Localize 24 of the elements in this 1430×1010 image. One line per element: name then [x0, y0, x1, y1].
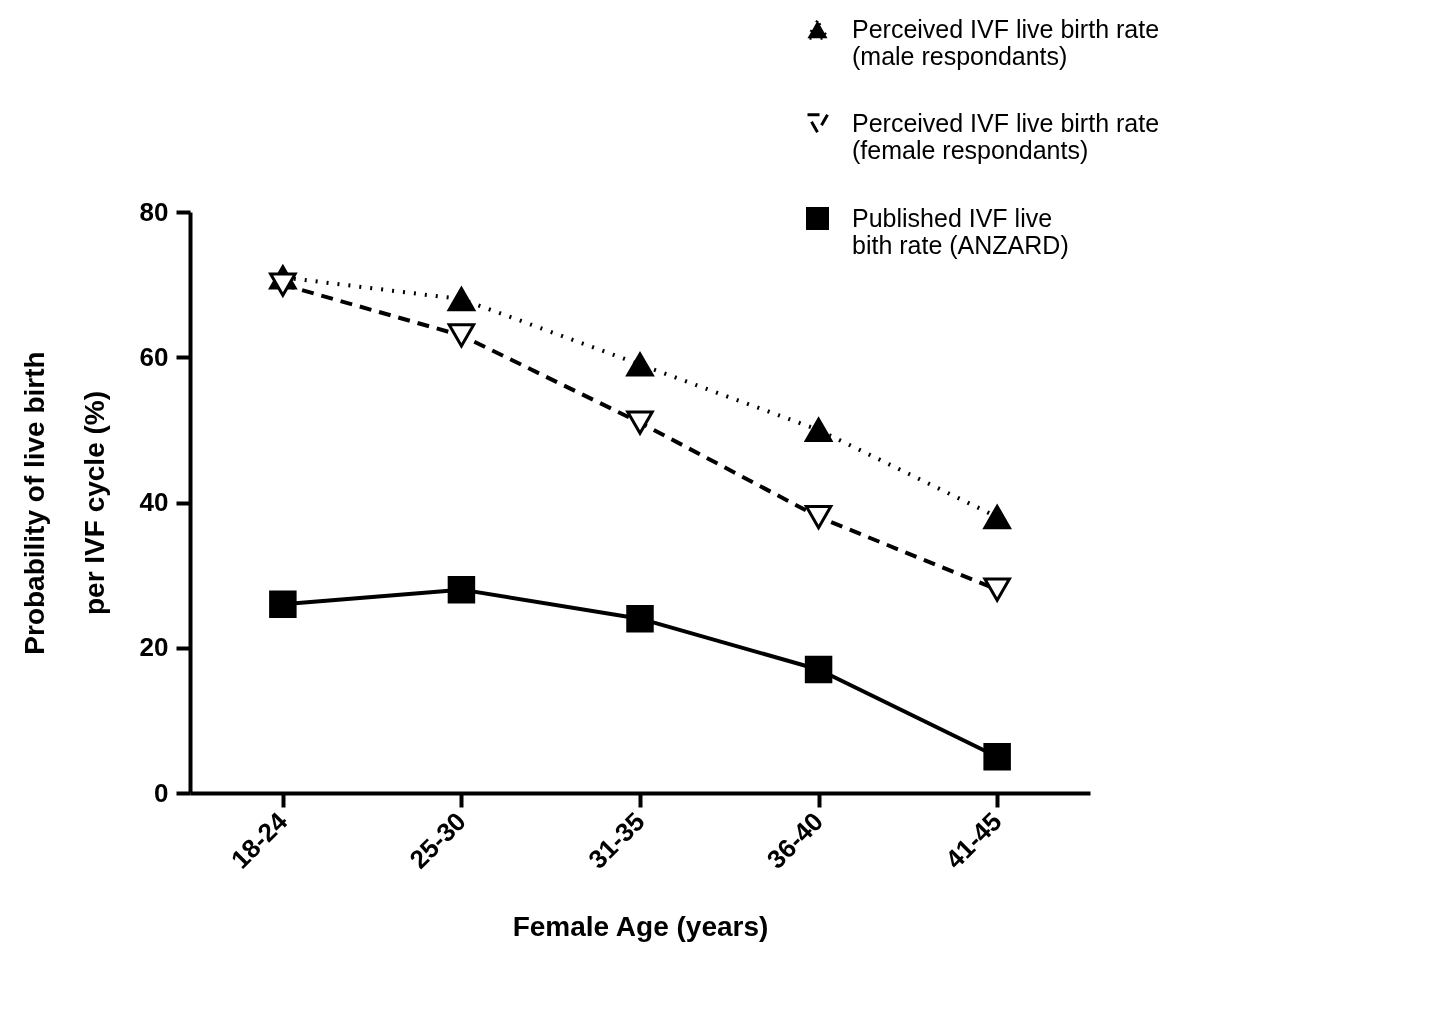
legend-label: Perceived IVF live birth rate (male respondants): [852, 14, 1160, 70]
legend-label: Perceived IVF live birth rate (female respondants): [852, 108, 1160, 164]
point: [269, 590, 297, 618]
point: [804, 417, 833, 442]
y-tick-label: 40: [139, 487, 169, 517]
y-tick-label: 0: [154, 777, 169, 808]
point: [983, 742, 1011, 771]
x-axis-title: Female Age (years): [512, 910, 769, 942]
y-axis-title: Probability of live birth per IVF cycle (%): [18, 351, 110, 655]
point: [626, 604, 654, 633]
point: [626, 410, 654, 435]
point: [983, 504, 1011, 530]
point: [447, 287, 476, 312]
y-tick-label: 80: [139, 196, 169, 227]
point: [983, 577, 1011, 602]
point: [447, 575, 476, 604]
legend-label: Published IVF live bith rate (ANZARD): [852, 203, 1069, 259]
y-tick-label: 20: [139, 632, 169, 663]
point: [269, 272, 297, 297]
point: [804, 655, 833, 684]
point: [447, 323, 476, 348]
point: [626, 352, 654, 377]
y-tick-label: 60: [139, 341, 169, 372]
point: [804, 504, 833, 530]
